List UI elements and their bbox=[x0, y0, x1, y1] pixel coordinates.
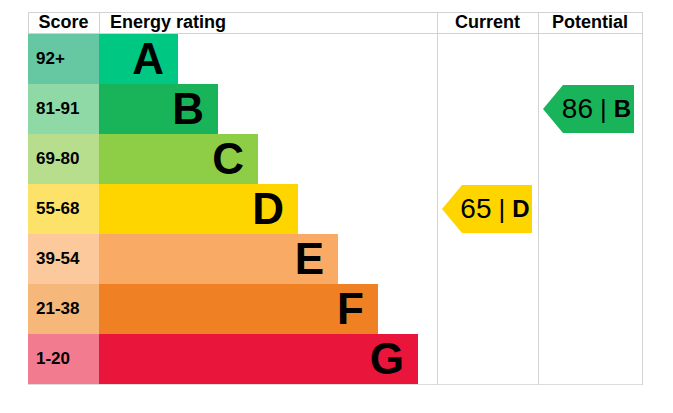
band-letter: G bbox=[370, 334, 418, 384]
current-rating-value: 65 bbox=[460, 193, 491, 225]
band-bar: B bbox=[99, 84, 218, 134]
band-score-cell: 92+ bbox=[28, 34, 99, 84]
band-bar: E bbox=[99, 234, 338, 284]
current-rating-separator: | bbox=[499, 194, 506, 225]
energy-band-rows: 92+ A 81-91 B 69-80 C 55-68 D 39-54 bbox=[28, 34, 642, 384]
table-right-border bbox=[642, 12, 643, 385]
potential-column-header: Potential bbox=[538, 12, 642, 33]
band-letter: D bbox=[252, 184, 298, 234]
band-bar: F bbox=[99, 284, 378, 334]
current-rating-band: D bbox=[512, 195, 529, 223]
score-column-header: Score bbox=[28, 12, 99, 33]
band-score-cell: 1-20 bbox=[28, 334, 99, 384]
current-column-header: Current bbox=[437, 12, 538, 33]
band-letter: F bbox=[337, 284, 378, 334]
energy-rating-column-header: Energy rating bbox=[110, 12, 226, 33]
table-bottom-border bbox=[28, 384, 642, 385]
band-score-cell: 39-54 bbox=[28, 234, 99, 284]
band-bar: G bbox=[99, 334, 418, 384]
band-letter: E bbox=[295, 234, 338, 284]
band-score-cell: 81-91 bbox=[28, 84, 99, 134]
band-bar: D bbox=[99, 184, 298, 234]
epc-rating-chart: Score Energy rating Current Potential 92… bbox=[0, 0, 673, 413]
band-row-g: 1-20 G bbox=[28, 334, 642, 384]
band-letter: B bbox=[172, 84, 218, 134]
band-row-c: 69-80 C bbox=[28, 134, 642, 184]
band-letter: C bbox=[212, 134, 258, 184]
potential-rating-value: 86 bbox=[562, 93, 593, 125]
band-letter: A bbox=[132, 34, 178, 84]
band-row-d: 55-68 D bbox=[28, 184, 642, 234]
potential-rating-separator: | bbox=[600, 94, 607, 125]
band-row-a: 92+ A bbox=[28, 34, 642, 84]
band-score-cell: 21-38 bbox=[28, 284, 99, 334]
band-bar: C bbox=[99, 134, 258, 184]
band-bar: A bbox=[99, 34, 178, 84]
band-row-f: 21-38 F bbox=[28, 284, 642, 334]
band-row-e: 39-54 E bbox=[28, 234, 642, 284]
potential-rating-band: B bbox=[614, 95, 631, 123]
band-score-cell: 55-68 bbox=[28, 184, 99, 234]
band-score-cell: 69-80 bbox=[28, 134, 99, 184]
score-header-right-border bbox=[99, 12, 100, 33]
